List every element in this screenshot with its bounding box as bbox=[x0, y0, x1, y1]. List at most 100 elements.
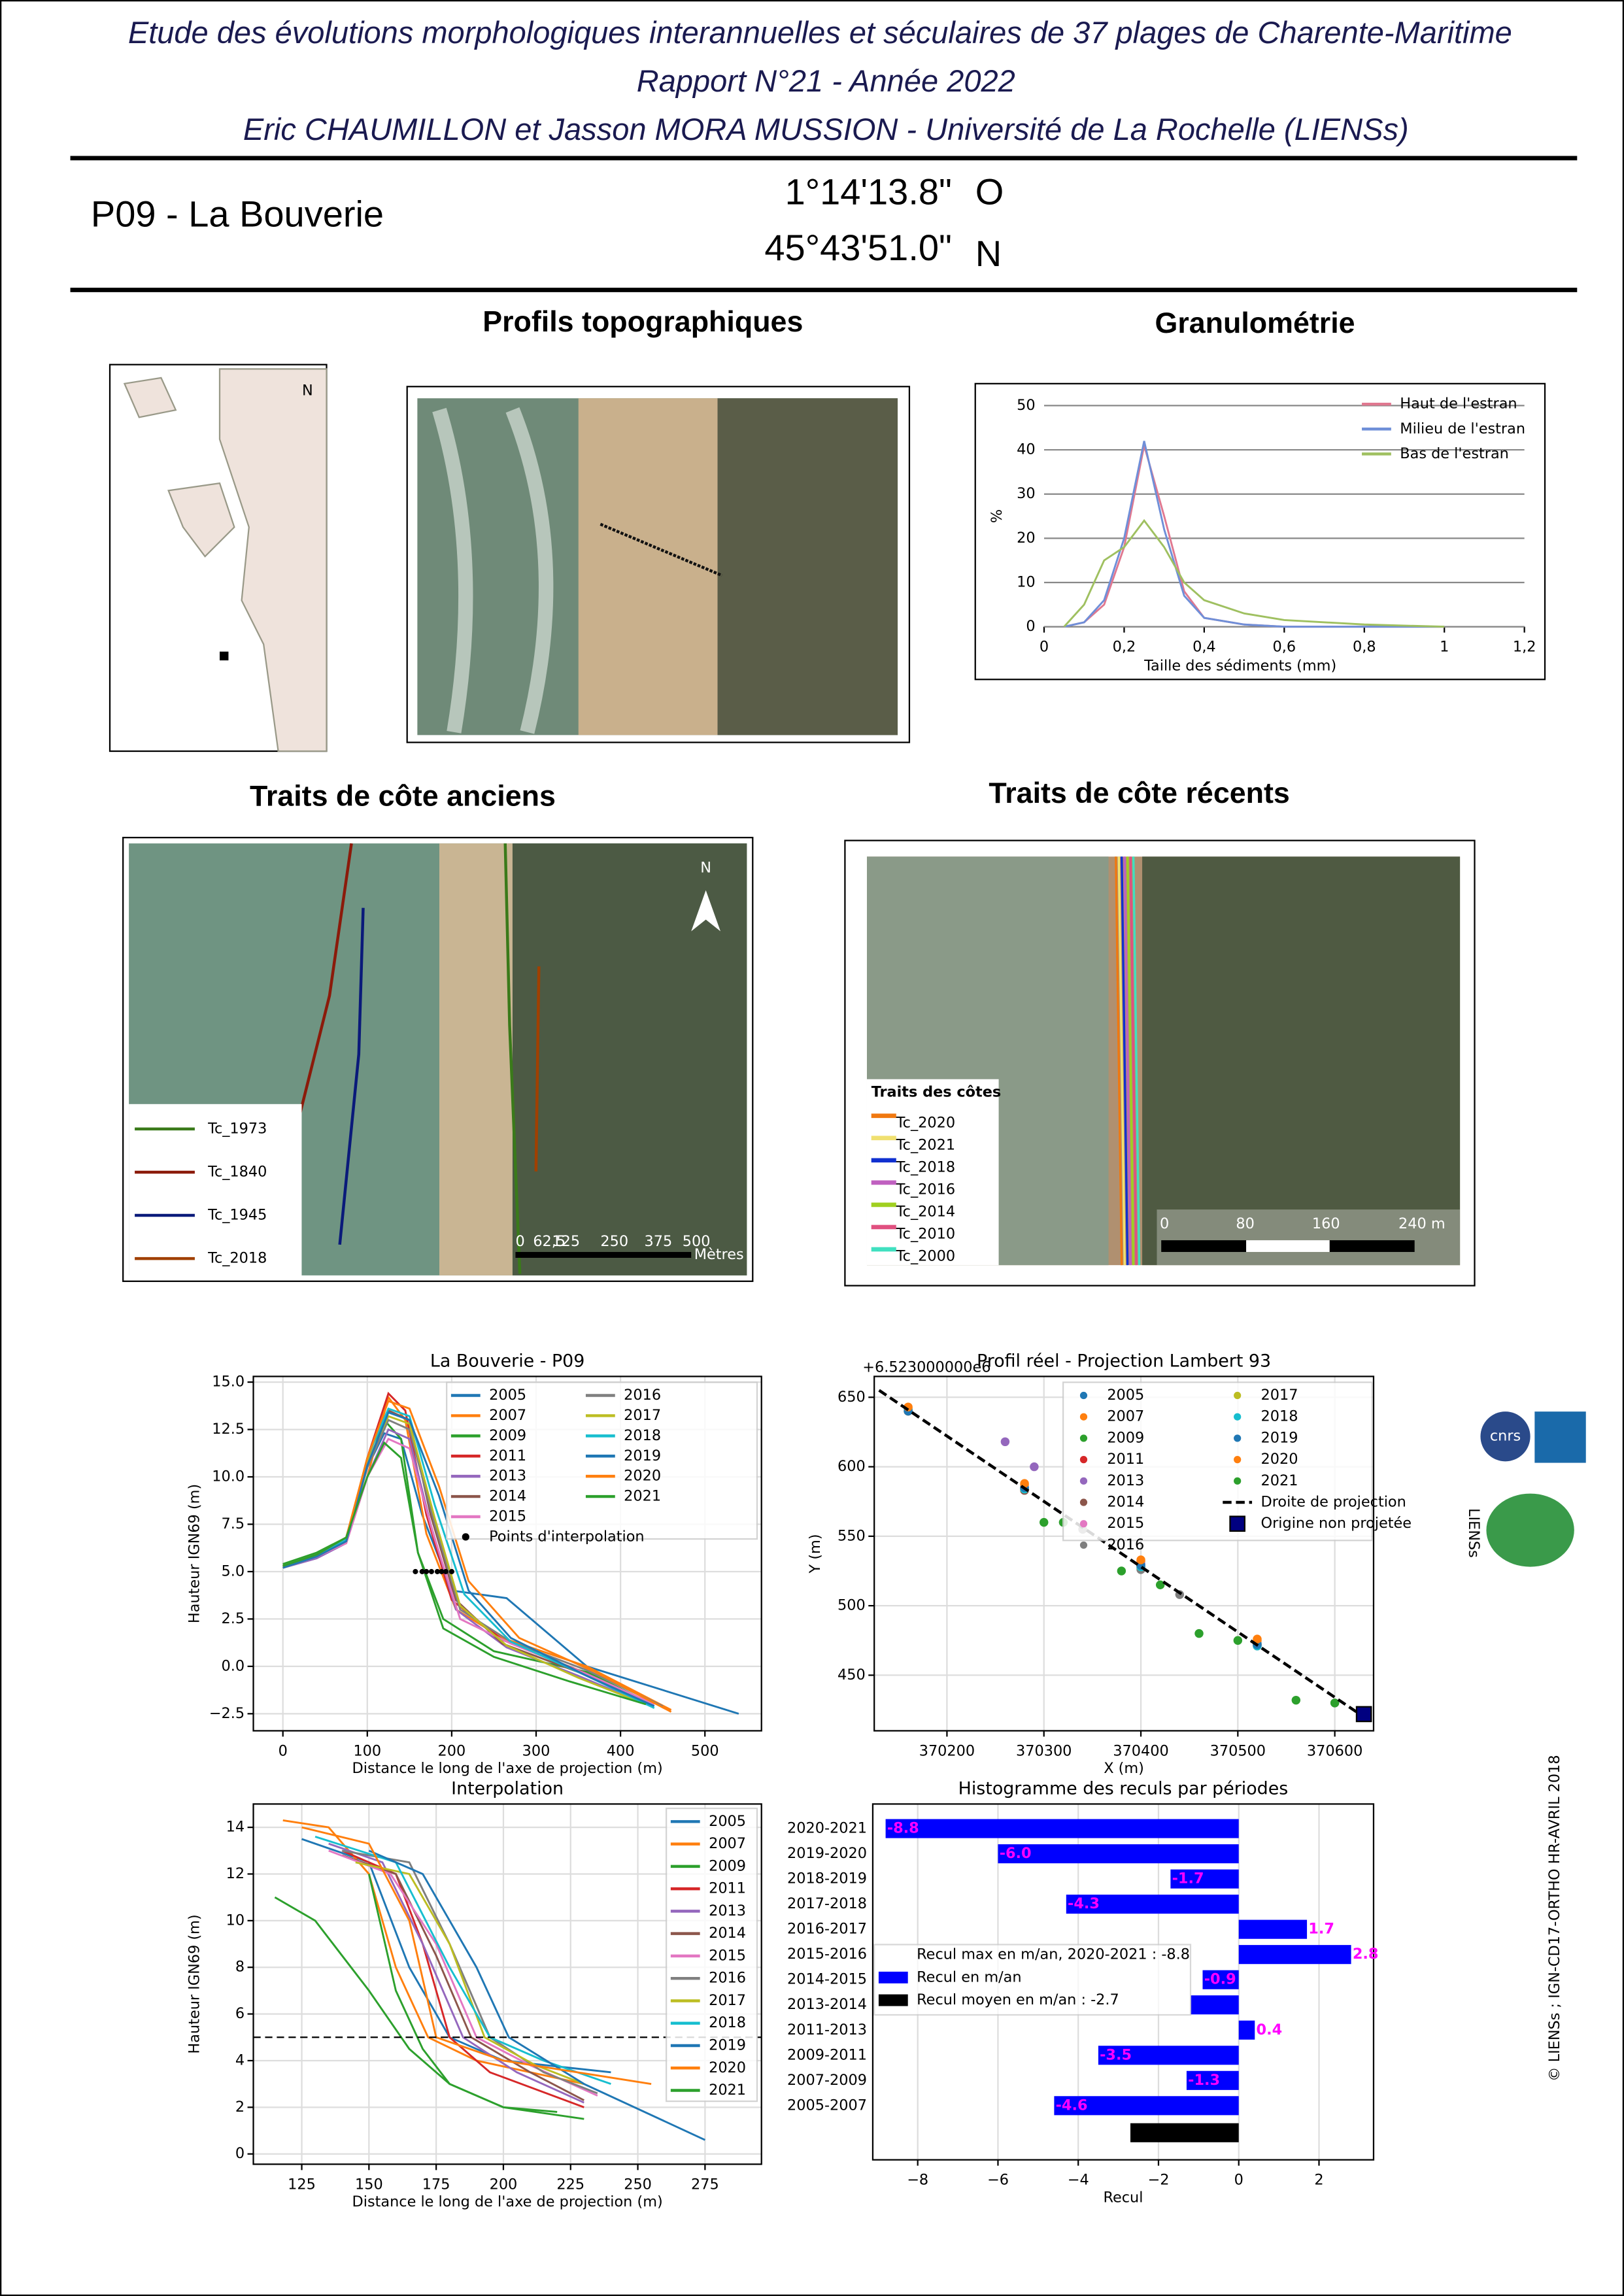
y-tick-label: 2011-2013 bbox=[787, 2021, 867, 2038]
series-line bbox=[328, 1842, 584, 2104]
legend-label: 2007 bbox=[1107, 1408, 1144, 1425]
legend-label: Haut de l'estran bbox=[1400, 396, 1517, 413]
data-label: -3.5 bbox=[1100, 2046, 1132, 2063]
y-tick-label: 40 bbox=[1017, 441, 1035, 458]
scale-label: 0 bbox=[1160, 1215, 1169, 1232]
logo-text: cnrs bbox=[1490, 1428, 1521, 1445]
legend-label: 2015 bbox=[709, 1947, 746, 1964]
scale-label: Mètres bbox=[694, 1246, 744, 1263]
bar bbox=[1066, 1895, 1239, 1914]
north-label: N bbox=[302, 382, 313, 399]
legend-label: 2018 bbox=[1260, 1408, 1298, 1425]
marker bbox=[448, 1568, 454, 1574]
series-line bbox=[341, 1854, 584, 2101]
marker bbox=[428, 1568, 434, 1574]
legend-label: 2013 bbox=[709, 1902, 746, 1919]
marker bbox=[1233, 1636, 1243, 1645]
scale-label: 250 bbox=[600, 1233, 628, 1250]
legend-label: Tc_1840 bbox=[207, 1163, 267, 1180]
legend-label: 2020 bbox=[709, 2059, 746, 2076]
y-tick-label: 2017-2018 bbox=[787, 1895, 867, 1912]
data-label: -0.9 bbox=[1204, 1971, 1236, 1988]
legend-label: 2013 bbox=[489, 1468, 526, 1485]
bar bbox=[1098, 2046, 1239, 2065]
legend-label: 2005 bbox=[1107, 1387, 1144, 1404]
legend-label: Points d'interpolation bbox=[489, 1528, 645, 1545]
data-label: -6.0 bbox=[1000, 1845, 1032, 1862]
legend-label: Recul en m/an bbox=[917, 1968, 1021, 1985]
bar bbox=[998, 1844, 1239, 1864]
legend-label: 2018 bbox=[709, 2014, 746, 2031]
legend-label: 2017 bbox=[624, 1407, 661, 1424]
y-tick-label: 8 bbox=[235, 1959, 245, 1976]
plot-frame bbox=[871, 1803, 1375, 2161]
coastline bbox=[1132, 856, 1141, 1266]
legend-swatch bbox=[1234, 1391, 1242, 1400]
legend-swatch bbox=[1234, 1477, 1242, 1485]
y-tick-label: 30 bbox=[1017, 485, 1035, 502]
scale-label: 500 bbox=[683, 1233, 711, 1250]
legend-label: 2009 bbox=[489, 1427, 526, 1444]
legend-label: 2019 bbox=[1260, 1429, 1298, 1446]
coastline bbox=[1117, 856, 1126, 1266]
topo-map bbox=[406, 386, 911, 743]
y-tick-label: 2005-2007 bbox=[787, 2097, 867, 2114]
x-axis-label: Recul bbox=[1103, 2189, 1143, 2206]
y-tick-label: 450 bbox=[837, 1666, 866, 1683]
y-axis-label: Y (m) bbox=[807, 1534, 824, 1574]
legend-label: Tc_2014 bbox=[896, 1204, 955, 1221]
legend-label: Tc_1945 bbox=[207, 1207, 267, 1224]
series-line bbox=[282, 1407, 655, 1709]
ancien-map: N bbox=[122, 837, 754, 1282]
chart-title: Histogramme des reculs par périodes bbox=[958, 1779, 1289, 1799]
longitude-dir: O bbox=[975, 171, 1004, 212]
y-tick-label: 2016-2017 bbox=[787, 1921, 867, 1938]
x-tick-label: −4 bbox=[1068, 2172, 1089, 2189]
bar bbox=[1186, 2070, 1239, 2090]
legend-swatch bbox=[1079, 1541, 1088, 1549]
marker bbox=[1330, 1698, 1340, 1708]
y-tick-label: 5.0 bbox=[221, 1562, 245, 1579]
legend-swatch bbox=[1079, 1413, 1088, 1421]
scale-label: 375 bbox=[645, 1233, 673, 1250]
chart-title: Interpolation bbox=[451, 1779, 564, 1799]
x-tick-label: 200 bbox=[490, 2176, 518, 2193]
legend-label: Tc_2016 bbox=[896, 1181, 955, 1198]
logo-text: LIENSs bbox=[1465, 1508, 1482, 1558]
section-title: Traits de côte anciens bbox=[250, 780, 556, 813]
legend-label: 2014 bbox=[489, 1488, 526, 1505]
legend-label: 2015 bbox=[489, 1508, 526, 1525]
location-map: N bbox=[109, 363, 328, 752]
legend-swatch bbox=[1229, 1515, 1245, 1532]
y-tick-label: 2014-2015 bbox=[787, 1971, 867, 1988]
legend-label: Tc_2021 bbox=[896, 1136, 955, 1153]
chart-border bbox=[974, 382, 1546, 681]
x-tick-label: −2 bbox=[1147, 2172, 1169, 2189]
marker bbox=[1136, 1555, 1145, 1564]
legend-swatch bbox=[878, 1994, 908, 2006]
marker bbox=[1291, 1695, 1301, 1705]
bar bbox=[885, 1819, 1239, 1838]
legend-label: 2014 bbox=[709, 1925, 746, 1942]
bar bbox=[1191, 1995, 1239, 2015]
report-number: Rapport N°21 - Année 2022 bbox=[637, 63, 1015, 98]
series-line bbox=[314, 1836, 611, 2085]
scale-label: 125 bbox=[552, 1233, 580, 1250]
x-tick-label: 200 bbox=[438, 1742, 466, 1759]
y-tick-label: 2020-2021 bbox=[787, 1820, 867, 1837]
marker bbox=[1117, 1566, 1126, 1576]
legend-label: 2013 bbox=[1107, 1472, 1144, 1489]
data-label: -4.6 bbox=[1056, 2097, 1088, 2114]
y-tick-label: 4 bbox=[235, 2051, 245, 2068]
mean-bar bbox=[1130, 2123, 1239, 2142]
legend-label: Tc_2000 bbox=[896, 1248, 955, 1265]
coastline bbox=[1121, 856, 1129, 1266]
legend-label: Tc_1973 bbox=[207, 1120, 267, 1137]
data-label: -1.3 bbox=[1188, 2072, 1220, 2089]
legend-label: 2017 bbox=[1260, 1387, 1298, 1404]
series-line bbox=[368, 1849, 705, 2141]
x-tick-label: 400 bbox=[607, 1742, 635, 1759]
legend-label: 2016 bbox=[709, 1970, 746, 1987]
x-tick-label: 0,4 bbox=[1193, 638, 1216, 655]
logos: cnrs LIENSs bbox=[1465, 1411, 1586, 1567]
